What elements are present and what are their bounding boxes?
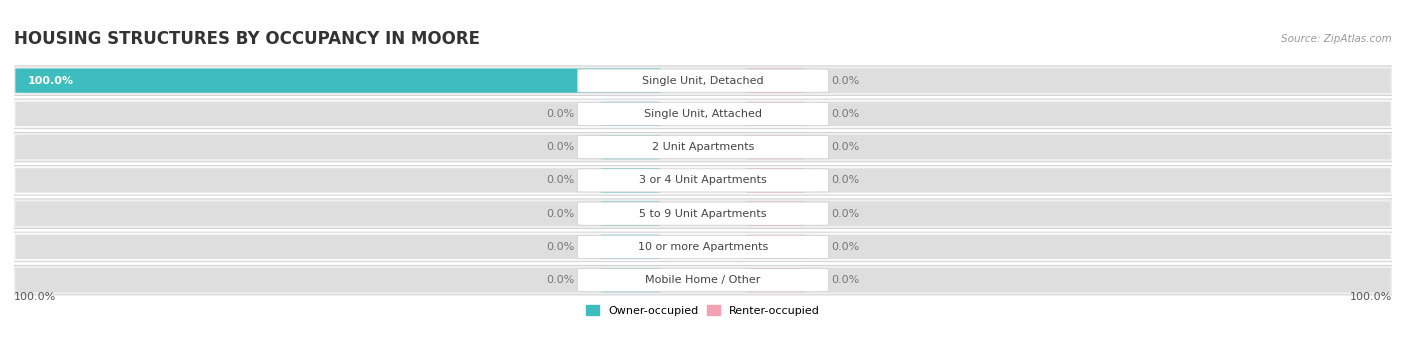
FancyBboxPatch shape (747, 69, 806, 93)
Text: Single Unit, Attached: Single Unit, Attached (644, 109, 762, 119)
Text: Single Unit, Detached: Single Unit, Detached (643, 76, 763, 86)
Text: Mobile Home / Other: Mobile Home / Other (645, 275, 761, 285)
FancyBboxPatch shape (747, 102, 806, 126)
FancyBboxPatch shape (600, 102, 659, 126)
FancyBboxPatch shape (0, 66, 1406, 95)
FancyBboxPatch shape (578, 235, 828, 258)
FancyBboxPatch shape (745, 69, 1391, 93)
FancyBboxPatch shape (747, 168, 806, 192)
FancyBboxPatch shape (747, 235, 806, 259)
FancyBboxPatch shape (578, 202, 828, 225)
FancyBboxPatch shape (578, 136, 828, 159)
Text: 3 or 4 Unit Apartments: 3 or 4 Unit Apartments (640, 175, 766, 186)
Text: 100.0%: 100.0% (28, 76, 73, 86)
Text: HOUSING STRUCTURES BY OCCUPANCY IN MOORE: HOUSING STRUCTURES BY OCCUPANCY IN MOORE (14, 30, 479, 48)
Text: 5 to 9 Unit Apartments: 5 to 9 Unit Apartments (640, 209, 766, 219)
FancyBboxPatch shape (745, 235, 1391, 259)
FancyBboxPatch shape (0, 199, 1406, 228)
Text: 10 or more Apartments: 10 or more Apartments (638, 242, 768, 252)
FancyBboxPatch shape (15, 268, 661, 292)
Text: 0.0%: 0.0% (831, 175, 859, 186)
FancyBboxPatch shape (747, 268, 806, 292)
FancyBboxPatch shape (578, 102, 828, 125)
FancyBboxPatch shape (15, 102, 661, 126)
Text: 0.0%: 0.0% (831, 242, 859, 252)
FancyBboxPatch shape (15, 235, 661, 259)
FancyBboxPatch shape (0, 232, 1406, 262)
Text: 0.0%: 0.0% (547, 142, 575, 152)
FancyBboxPatch shape (15, 202, 661, 226)
FancyBboxPatch shape (0, 166, 1406, 195)
FancyBboxPatch shape (0, 132, 1406, 162)
FancyBboxPatch shape (0, 265, 1406, 295)
FancyBboxPatch shape (15, 168, 661, 192)
Text: 0.0%: 0.0% (831, 275, 859, 285)
FancyBboxPatch shape (600, 202, 659, 226)
FancyBboxPatch shape (600, 168, 659, 192)
Text: Source: ZipAtlas.com: Source: ZipAtlas.com (1281, 34, 1392, 44)
FancyBboxPatch shape (15, 69, 661, 93)
Text: 100.0%: 100.0% (14, 293, 56, 302)
Legend: Owner-occupied, Renter-occupied: Owner-occupied, Renter-occupied (586, 305, 820, 316)
FancyBboxPatch shape (578, 69, 828, 92)
Text: 2 Unit Apartments: 2 Unit Apartments (652, 142, 754, 152)
Text: 100.0%: 100.0% (1350, 293, 1392, 302)
Text: 0.0%: 0.0% (831, 76, 859, 86)
FancyBboxPatch shape (600, 135, 659, 159)
FancyBboxPatch shape (745, 168, 1391, 192)
Text: 0.0%: 0.0% (547, 209, 575, 219)
FancyBboxPatch shape (745, 268, 1391, 292)
Text: 0.0%: 0.0% (831, 209, 859, 219)
Text: 0.0%: 0.0% (547, 175, 575, 186)
FancyBboxPatch shape (600, 268, 659, 292)
Text: 0.0%: 0.0% (547, 109, 575, 119)
FancyBboxPatch shape (745, 102, 1391, 126)
FancyBboxPatch shape (15, 135, 661, 159)
Text: 0.0%: 0.0% (831, 142, 859, 152)
FancyBboxPatch shape (15, 69, 661, 93)
FancyBboxPatch shape (578, 269, 828, 292)
FancyBboxPatch shape (745, 135, 1391, 159)
FancyBboxPatch shape (747, 202, 806, 226)
FancyBboxPatch shape (578, 169, 828, 192)
FancyBboxPatch shape (600, 235, 659, 259)
Text: 0.0%: 0.0% (547, 242, 575, 252)
Text: 0.0%: 0.0% (547, 275, 575, 285)
FancyBboxPatch shape (747, 135, 806, 159)
FancyBboxPatch shape (745, 202, 1391, 226)
Text: 0.0%: 0.0% (831, 109, 859, 119)
FancyBboxPatch shape (0, 99, 1406, 129)
